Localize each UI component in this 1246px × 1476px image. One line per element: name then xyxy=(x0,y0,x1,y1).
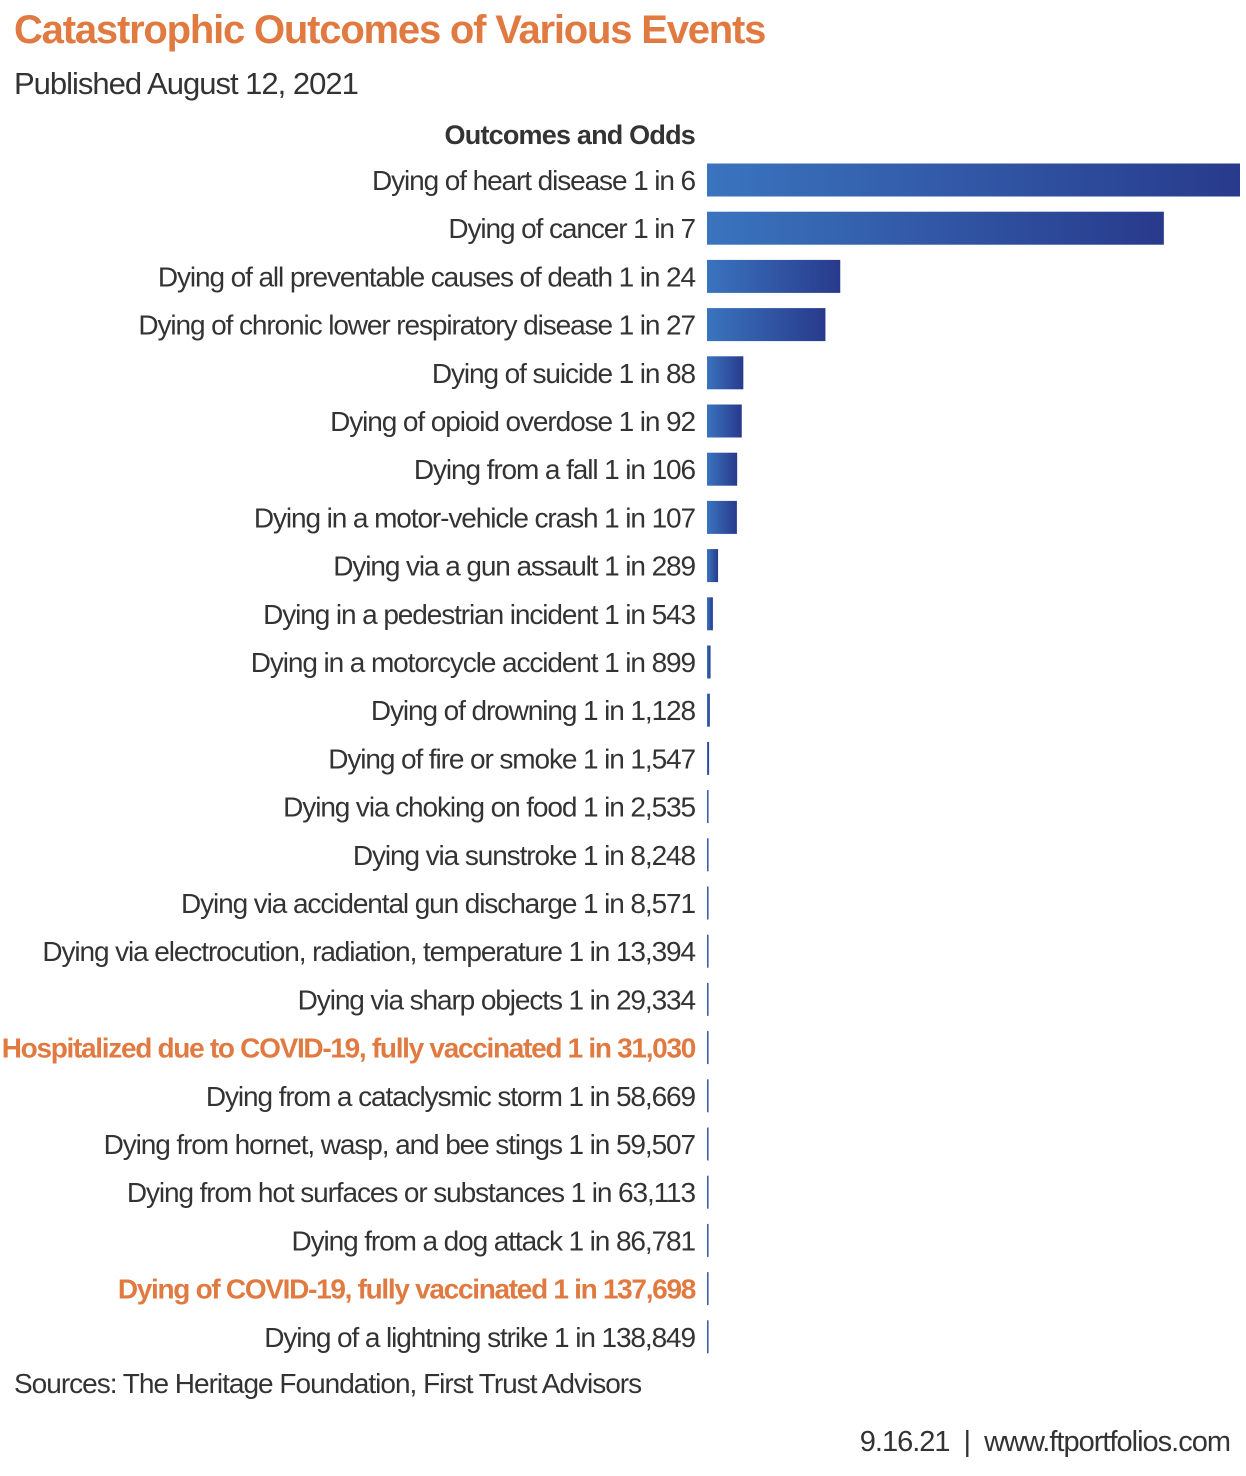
bar xyxy=(707,1175,709,1209)
bar-label: Dying via sunstroke 1 in 8,248 xyxy=(353,840,696,871)
bar-label: Dying of all preventable causes of death… xyxy=(158,261,696,292)
bar xyxy=(707,356,744,390)
bar-label: Dying via choking on food 1 in 2,535 xyxy=(283,792,695,823)
bar-label: Dying via sharp objects 1 in 29,334 xyxy=(298,984,696,1015)
bar xyxy=(707,693,710,727)
bar-label: Dying of drowning 1 in 1,128 xyxy=(371,695,696,726)
bar xyxy=(707,308,826,342)
bar-label: Dying in a motor-vehicle crash 1 in 107 xyxy=(254,502,696,533)
bar-label: Dying from a dog attack 1 in 86,781 xyxy=(291,1225,695,1256)
bar xyxy=(707,1079,709,1113)
footer-credit: 9.16.21 | www.ftportfolios.com xyxy=(859,1426,1231,1459)
bar xyxy=(707,259,841,293)
bar xyxy=(707,211,1164,245)
chart-title: Catastrophic Outcomes of Various Events xyxy=(14,8,766,52)
source-note: Sources: The Heritage Foundation, First … xyxy=(14,1368,642,1399)
footer-date: 9.16.21 xyxy=(859,1426,951,1458)
bar-label: Dying from hornet, wasp, and bee stings … xyxy=(104,1129,696,1160)
bar xyxy=(707,838,709,872)
bar-label: Dying of chronic lower respiratory disea… xyxy=(138,310,695,341)
bar xyxy=(707,886,709,920)
bar-label: Dying from hot surfaces or substances 1 … xyxy=(127,1177,696,1208)
bar xyxy=(707,982,709,1016)
bar xyxy=(707,1320,709,1354)
bar-label: Dying in a motorcycle accident 1 in 899 xyxy=(251,647,696,678)
bar xyxy=(707,790,709,824)
bar xyxy=(707,163,1240,197)
bar-chart: Outcomes and Odds Dying of heart disease… xyxy=(2,120,1240,1354)
bar xyxy=(707,1031,709,1065)
bar-label: Dying from a fall 1 in 106 xyxy=(414,454,696,485)
bar-label: Dying of suicide 1 in 88 xyxy=(432,358,696,389)
bar xyxy=(707,1223,709,1257)
chart-subtitle: Published August 12, 2021 xyxy=(14,66,359,101)
bar xyxy=(707,597,713,631)
bar-label: Dying of heart disease 1 in 6 xyxy=(372,165,696,196)
bar xyxy=(707,452,738,486)
bar xyxy=(707,934,709,968)
bar-label: Dying in a pedestrian incident 1 in 543 xyxy=(263,599,695,630)
bar-label: Hospitalized due to COVID-19, fully vacc… xyxy=(2,1033,696,1064)
bar xyxy=(707,1127,709,1161)
footer-website[interactable]: www.ftportfolios.com xyxy=(984,1426,1231,1458)
bar-label: Dying via electrocution, radiation, temp… xyxy=(42,936,695,967)
footer-separator: | xyxy=(963,1426,971,1458)
bar xyxy=(707,500,737,534)
bar-label: Dying of opioid overdose 1 in 92 xyxy=(330,406,695,437)
bar xyxy=(707,549,719,583)
bar-label: Dying of COVID-19, fully vaccinated 1 in… xyxy=(118,1274,696,1305)
bar-label: Dying via a gun assault 1 in 289 xyxy=(333,551,695,582)
chart-heading: Outcomes and Odds xyxy=(445,120,695,150)
bar-label: Dying of fire or smoke 1 in 1,547 xyxy=(328,743,695,774)
bar-label: Dying of a lightning strike 1 in 138,849 xyxy=(264,1322,695,1353)
bar-label: Dying via accidental gun discharge 1 in … xyxy=(181,888,696,919)
bar-label: Dying of cancer 1 in 7 xyxy=(448,213,695,244)
bar xyxy=(707,741,710,775)
bar xyxy=(707,1272,709,1306)
bar xyxy=(707,404,742,438)
bar xyxy=(707,645,711,679)
bar-label: Dying from a cataclysmic storm 1 in 58,6… xyxy=(206,1081,696,1112)
